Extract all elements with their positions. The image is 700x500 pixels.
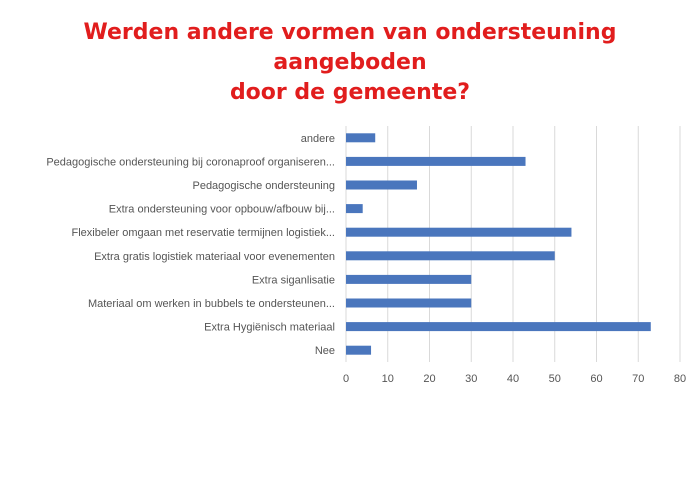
category-label: Pedagogische ondersteuning bij coronapro… — [46, 156, 335, 168]
bar — [346, 156, 526, 166]
x-tick-label: 40 — [507, 373, 519, 385]
x-tick-label: 80 — [674, 373, 686, 385]
category-label: Flexibeler omgaan met reservatie termijn… — [71, 227, 335, 239]
bar — [346, 298, 472, 308]
chart-title-line-1: Werden andere vormen van ondersteuning a… — [83, 20, 617, 75]
category-label: Extra Hygiënisch materiaal — [204, 322, 335, 334]
category-label: Extra gratis logistiek materiaal voor ev… — [94, 251, 335, 263]
bar — [346, 227, 572, 237]
bar — [346, 204, 363, 214]
chart-title-line-2: door de gemeente? — [229, 80, 471, 105]
category-label: Nee — [315, 345, 335, 357]
x-axis-ticks: 0 10 20 30 40 50 60 70 80 — [343, 373, 686, 385]
x-tick-label: 70 — [632, 373, 644, 385]
bar — [346, 322, 651, 332]
category-label: andere — [301, 133, 335, 145]
x-tick-label: 0 — [343, 373, 349, 385]
chart-title: Werden andere vormen van ondersteuning a… — [10, 18, 690, 108]
bar — [346, 345, 372, 355]
bar — [346, 274, 472, 284]
x-tick-label: 30 — [465, 373, 477, 385]
x-tick-label: 60 — [590, 373, 602, 385]
category-labels: andere Pedagogische ondersteuning bij cor… — [46, 133, 335, 357]
bar — [346, 251, 555, 261]
x-tick-label: 20 — [423, 373, 435, 385]
bar — [346, 180, 417, 190]
category-label: Materiaal om werken in bubbels te onders… — [88, 298, 335, 310]
x-tick-label: 50 — [549, 373, 561, 385]
category-label: Extra siganlisatie — [252, 274, 335, 286]
category-label: Pedagogische ondersteuning — [192, 180, 335, 192]
category-label: Extra ondersteuning voor opbouw/afbouw b… — [109, 204, 335, 216]
bars-layer — [346, 133, 651, 355]
bar — [346, 133, 376, 143]
x-tick-label: 10 — [382, 373, 394, 385]
